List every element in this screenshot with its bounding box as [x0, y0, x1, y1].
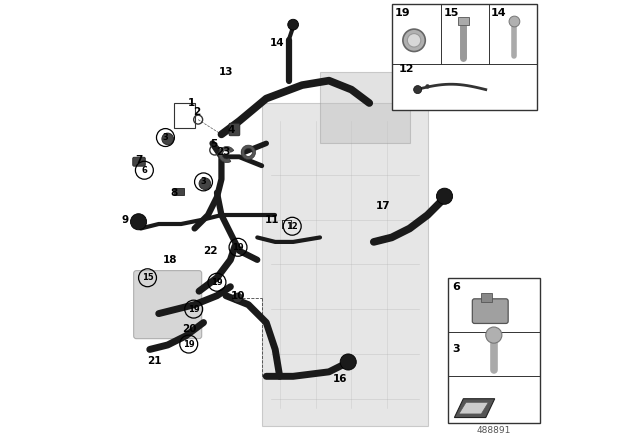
FancyBboxPatch shape — [458, 17, 469, 25]
Text: 15: 15 — [141, 273, 154, 282]
Text: 17: 17 — [376, 201, 390, 211]
FancyBboxPatch shape — [229, 123, 240, 136]
Text: 3: 3 — [201, 177, 206, 186]
Text: 15: 15 — [443, 9, 459, 18]
Text: 488891: 488891 — [477, 426, 511, 435]
FancyBboxPatch shape — [320, 72, 410, 143]
FancyBboxPatch shape — [132, 157, 145, 166]
Bar — [448, 278, 540, 423]
Circle shape — [425, 84, 430, 89]
Text: 16: 16 — [333, 374, 348, 383]
Text: 21: 21 — [147, 356, 161, 366]
Polygon shape — [459, 402, 488, 414]
Text: 6: 6 — [452, 282, 460, 292]
FancyBboxPatch shape — [173, 188, 184, 195]
Circle shape — [233, 293, 243, 303]
Circle shape — [199, 178, 211, 190]
Circle shape — [288, 19, 298, 30]
Text: 11: 11 — [265, 215, 279, 224]
Text: 23: 23 — [216, 147, 231, 157]
Text: 6: 6 — [141, 166, 147, 175]
Circle shape — [162, 133, 173, 145]
Circle shape — [407, 34, 421, 47]
FancyBboxPatch shape — [481, 293, 492, 302]
Text: 8: 8 — [170, 188, 177, 198]
Circle shape — [486, 327, 502, 343]
Circle shape — [403, 29, 425, 52]
Text: 20: 20 — [182, 324, 196, 334]
Circle shape — [509, 16, 520, 27]
Text: 19: 19 — [183, 340, 195, 349]
Text: 19: 19 — [188, 305, 200, 314]
Text: 4: 4 — [228, 125, 235, 135]
Text: 5: 5 — [210, 139, 218, 149]
Polygon shape — [454, 399, 495, 418]
FancyBboxPatch shape — [262, 103, 428, 426]
Text: 14: 14 — [491, 9, 507, 18]
Text: 10: 10 — [231, 291, 245, 301]
Text: 22: 22 — [203, 246, 218, 256]
Text: 1: 1 — [188, 98, 195, 108]
Bar — [174, 103, 195, 128]
Text: 7: 7 — [135, 155, 142, 165]
Circle shape — [413, 86, 422, 94]
Text: 12: 12 — [286, 222, 298, 231]
Text: 2: 2 — [193, 107, 200, 117]
Text: 3: 3 — [452, 345, 460, 354]
Wedge shape — [219, 146, 234, 163]
Circle shape — [340, 354, 356, 370]
Text: 14: 14 — [269, 38, 284, 47]
Text: 19: 19 — [394, 9, 410, 18]
Wedge shape — [241, 145, 255, 159]
Text: 3: 3 — [163, 133, 168, 142]
Text: 12: 12 — [398, 65, 414, 74]
FancyBboxPatch shape — [472, 299, 508, 323]
Circle shape — [436, 188, 452, 204]
Text: 9: 9 — [122, 215, 129, 224]
Circle shape — [131, 214, 147, 230]
Text: 19: 19 — [211, 278, 223, 287]
Text: 13: 13 — [219, 67, 233, 77]
FancyBboxPatch shape — [134, 271, 202, 339]
Bar — [392, 4, 538, 110]
Text: 18: 18 — [163, 255, 177, 265]
Text: 19: 19 — [232, 243, 244, 252]
